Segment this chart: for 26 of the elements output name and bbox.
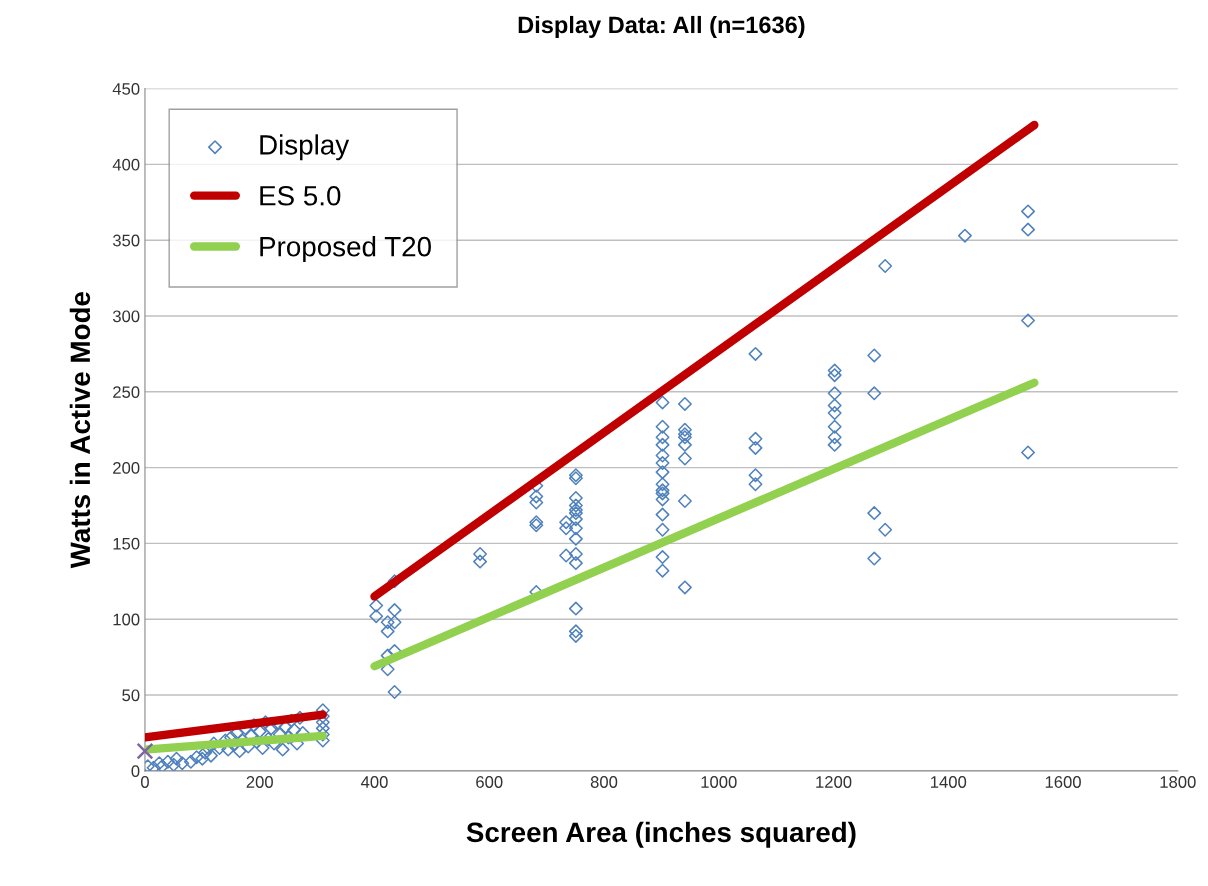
legend-label: Display: [260, 134, 350, 161]
legend-label: ES 5.0: [260, 185, 341, 206]
y-tick-label: 0: [131, 765, 140, 778]
y-tick-label: 250: [113, 386, 140, 399]
y-tick-label: 200: [113, 462, 140, 474]
x-tick-label: 0: [140, 776, 149, 788]
y-tick-label: 350: [112, 234, 140, 247]
y-tick-label: 50: [122, 689, 140, 702]
x-tick-label: 200: [246, 776, 273, 788]
y-tick-label: 450: [112, 83, 140, 95]
y-tick-label: 400: [112, 158, 140, 171]
x-axis-title: Screen Area (inches squared): [466, 821, 856, 848]
y-axis-title: Watts in Active Mode: [69, 292, 91, 569]
x-tick-label: 600: [476, 776, 503, 788]
legend-label: Proposed T20: [260, 236, 431, 262]
x-tick-label: 1400: [931, 776, 967, 788]
chart-title: Display Data: All (n=1636): [518, 15, 805, 38]
y-tick-label: 100: [113, 613, 140, 626]
x-tick-label: 800: [590, 776, 618, 788]
y-tick-label: 300: [112, 310, 140, 323]
x-tick-label: 1200: [816, 776, 852, 788]
y-tick-label: 150: [113, 537, 140, 550]
x-tick-label: 1800: [1160, 776, 1196, 788]
x-tick-label: 1000: [701, 776, 737, 788]
x-tick-label: 1600: [1045, 776, 1081, 788]
x-tick-label: 400: [360, 776, 388, 788]
